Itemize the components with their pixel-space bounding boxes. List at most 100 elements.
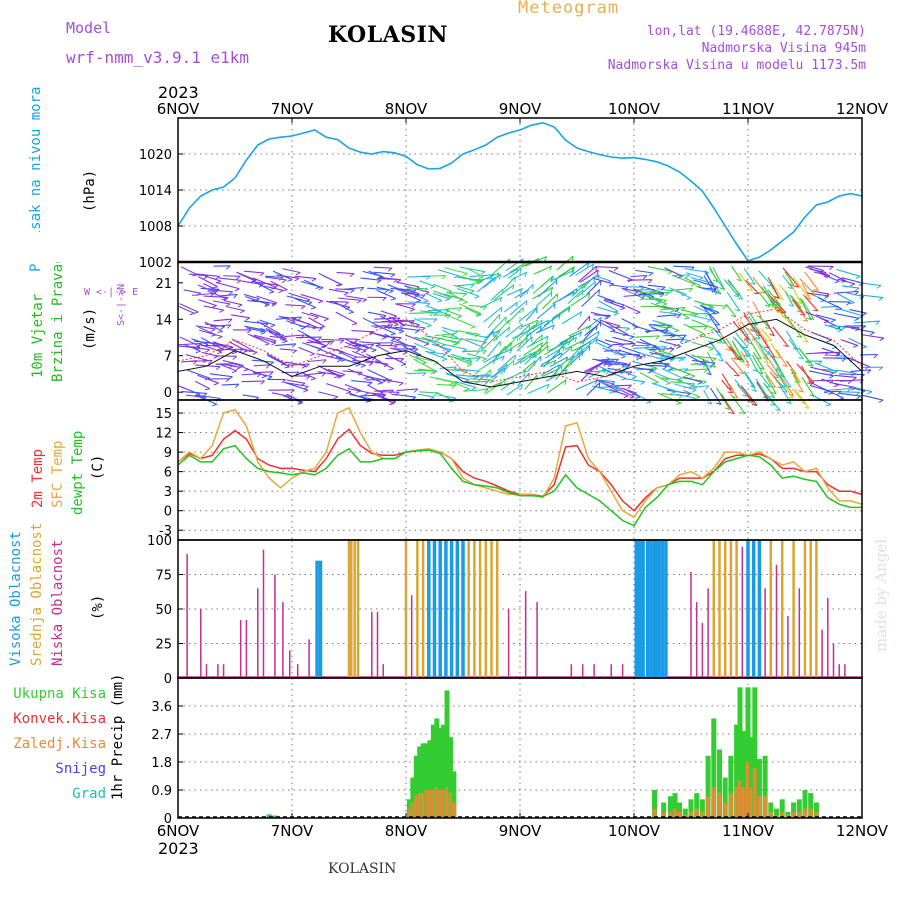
- xtick-label-bottom: 7NOV: [271, 822, 314, 840]
- precip-conv-bar: [741, 786, 746, 818]
- precip-total-bar: [802, 790, 808, 818]
- precip-conv-bar: [746, 762, 750, 818]
- elevation-label: Nadmorska Visina 945m: [701, 41, 866, 56]
- cloud-high-bar: [438, 540, 442, 678]
- precip-conv-bar: [661, 811, 666, 818]
- temp-2m-line: [177, 428, 863, 512]
- precip-conv-bar: [694, 808, 699, 818]
- cloud-low-bar: [274, 574, 276, 678]
- cloud-low-bar: [707, 588, 709, 678]
- ytick-label-pressure: 1020: [139, 148, 172, 163]
- ytick-label-temperature: 12: [155, 427, 172, 442]
- precip-conv-bar: [814, 811, 819, 818]
- precip-conv-bar: [448, 793, 453, 818]
- precip-total-bar: [779, 799, 785, 818]
- precip-total-bar: [717, 749, 722, 818]
- ytick-label-precip: 0.9: [151, 784, 172, 799]
- cloud-high-bar: [657, 540, 661, 678]
- cloud-mid-bar: [350, 540, 353, 678]
- panel-frame-temperature: [177, 399, 863, 541]
- cloud-mid-bar: [729, 540, 733, 678]
- cloud-low-bar: [621, 664, 624, 678]
- cloud-low-bar: [200, 609, 202, 678]
- cloud-low-bar: [217, 664, 219, 678]
- cloud-mid-bar: [347, 540, 351, 678]
- xtick-label-bottom: 9NOV: [499, 822, 542, 840]
- cloud-low-bar: [787, 615, 789, 678]
- precip-total-bar: [813, 802, 819, 818]
- precip-total-bar: [745, 687, 751, 818]
- precip-conv-bar: [652, 808, 657, 818]
- cloud-low-bar: [741, 546, 744, 678]
- precip-total-bar: [430, 724, 436, 818]
- cloud-mid-bar: [421, 540, 425, 678]
- wind-mean-line: [177, 318, 863, 388]
- precip-conv-bar: [752, 768, 757, 818]
- xtick-label-top: 8NOV: [385, 100, 428, 118]
- precip-conv-bar: [407, 808, 412, 818]
- precip-conv-bar: [668, 811, 673, 818]
- cloud-mid-bar: [495, 540, 499, 678]
- precip-total-bar: [705, 755, 711, 818]
- precip-total-bar: [424, 743, 430, 818]
- precip-total-bar: [688, 799, 694, 818]
- cloud-mid-bar: [780, 540, 784, 678]
- precip-total-bar: [748, 737, 754, 818]
- cloud-mid-bar: [404, 540, 408, 678]
- ytick-label-wind: 14: [155, 313, 172, 328]
- precip-total-bar: [427, 740, 433, 818]
- precip-conv-bar: [438, 790, 443, 818]
- year-bottom: 2023: [158, 839, 199, 858]
- footer-station: KOLASIN: [328, 861, 397, 877]
- precip-total-bar: [661, 802, 667, 818]
- precip-total-bar: [420, 743, 426, 818]
- precip-conv-bar: [417, 793, 422, 818]
- precip-conv-bar: [424, 790, 429, 818]
- precip-total-bar: [444, 690, 450, 818]
- cloud-high-bar: [444, 540, 448, 678]
- cloud-mid-bar: [769, 540, 773, 678]
- precip-total-bar: [266, 814, 272, 818]
- cloud-high-bar: [652, 540, 657, 678]
- temp-dewpt-line: [177, 444, 862, 527]
- cloud-low-bar: [775, 564, 778, 678]
- xtick-label-bottom: 10NOV: [608, 822, 661, 840]
- cloud-low-bar: [308, 639, 310, 678]
- cloud-low-bar: [827, 597, 829, 678]
- precip-total-bar: [447, 737, 453, 818]
- precip-total-bar: [737, 687, 743, 818]
- cloud-mid-bar: [478, 540, 482, 678]
- ytick-label-cloud: 75: [155, 569, 172, 584]
- cloud-mid-bar: [353, 540, 356, 678]
- cloud-low-bar: [371, 611, 373, 678]
- precip-total-bar: [808, 793, 814, 818]
- cloud-low-bar: [832, 643, 835, 678]
- cloud-low-bar: [821, 629, 823, 678]
- ytick-label-cloud: 100: [147, 534, 172, 549]
- model-elevation-label: Nadmorska Visina u modelu 1173.5m: [607, 58, 866, 73]
- precip-total-bar: [451, 771, 457, 818]
- cloud-low-bar: [536, 602, 538, 678]
- xtick-label-bottom: 8NOV: [385, 822, 428, 840]
- cloud-mid-bar: [815, 540, 818, 678]
- precip-legend-conv: Konvek.Kisa: [13, 711, 106, 727]
- cloud-low-bar: [838, 664, 840, 678]
- precip-total-bar: [413, 755, 419, 818]
- model-label: Model: [66, 19, 112, 37]
- cloud-mid-bar: [803, 540, 807, 678]
- precip-conv-bar: [780, 811, 785, 818]
- ytick-label-temperature: 15: [155, 407, 172, 422]
- cloud-high-bar: [634, 540, 639, 678]
- precip-legend-frz: Zaledj.Kisa: [13, 736, 106, 752]
- cloud-low-bar: [844, 664, 846, 678]
- cloud-high-bar: [645, 540, 650, 678]
- cloud-mid-bar: [356, 540, 360, 678]
- precip-conv-bar: [441, 790, 446, 818]
- cloud-mid-bar: [735, 540, 738, 678]
- cloud-low-bar: [507, 609, 510, 678]
- cloud-high-bar: [751, 540, 756, 678]
- ytick-label-cloud: 50: [155, 603, 172, 618]
- year-top: 2023: [158, 83, 199, 102]
- precip-conv-bar: [410, 802, 415, 818]
- xtick-label-bottom: 6NOV: [157, 822, 200, 840]
